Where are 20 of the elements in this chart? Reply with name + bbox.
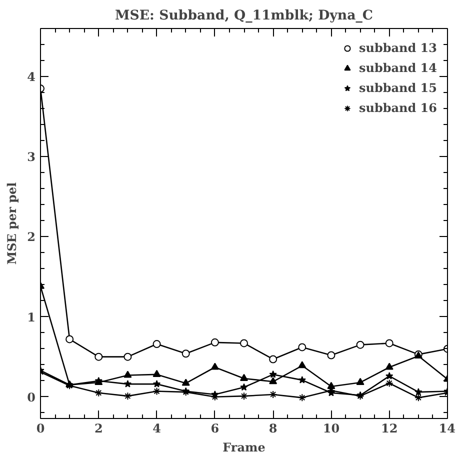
x-tick-label: 12 [381, 422, 398, 436]
x-tick-label: 10 [322, 422, 340, 436]
legend-label: subband 14 [358, 61, 437, 75]
x-tick-label: 8 [268, 422, 278, 436]
y-tick-label: 3 [27, 150, 36, 164]
x-tick-label: 6 [210, 422, 220, 436]
x-tick-label: 14 [438, 422, 456, 436]
legend-label: subband 15 [358, 81, 437, 95]
y-tick-label: 1 [27, 310, 36, 324]
legend-label: subband 16 [358, 101, 437, 115]
y-tick-label: 4 [27, 70, 36, 84]
chart-title: MSE: Subband, Q_11mblk; Dyna_C [115, 8, 373, 24]
y-axis-title: MSE per pel [5, 182, 20, 265]
y-tick-label: 2 [27, 230, 36, 244]
x-tick-label: 4 [152, 422, 161, 436]
x-tick-label: 0 [36, 422, 45, 436]
legend-label: subband 13 [358, 41, 437, 55]
x-tick-label: 2 [94, 422, 103, 436]
x-axis-title: Frame [222, 440, 266, 454]
y-tick-label: 0 [27, 390, 36, 404]
